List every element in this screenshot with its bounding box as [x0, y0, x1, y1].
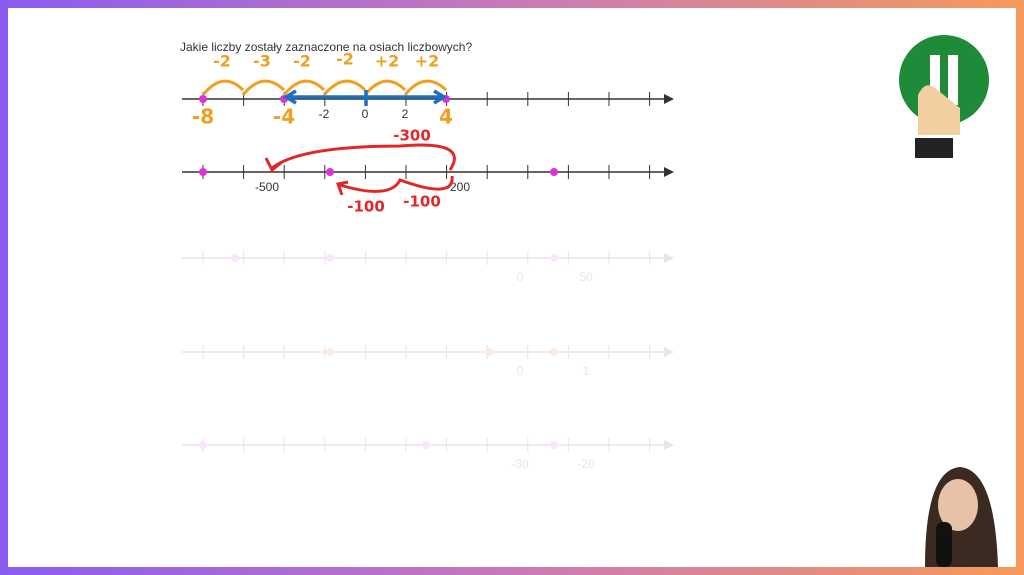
point [326, 168, 334, 176]
logo-cuff [915, 138, 953, 158]
note: -2 [293, 52, 311, 71]
note: +2 [415, 52, 440, 71]
tick-label: 0 [362, 107, 369, 121]
note: -2 [213, 52, 231, 71]
logo-hand [918, 85, 960, 135]
point [199, 168, 207, 176]
tick-label: -20 [577, 457, 595, 471]
logo-bar [948, 55, 958, 105]
tick-label: 0 [517, 270, 524, 284]
note: -100 [347, 198, 385, 216]
note: +2 [375, 52, 400, 71]
number-line: -2 0 2 [182, 92, 674, 121]
number-line: -30 -20 [182, 438, 674, 471]
tick-label: 1 [583, 364, 590, 378]
axis-arrow [664, 347, 674, 357]
webcam [925, 467, 998, 567]
note: -300 [393, 127, 431, 145]
tick-label: 0 [517, 364, 524, 378]
note: -8 [192, 105, 214, 129]
point [326, 348, 334, 356]
point [231, 254, 239, 262]
question: Jakie liczby zostały zaznaczone na osiac… [180, 40, 472, 54]
point [550, 441, 558, 449]
point [485, 348, 493, 356]
number-line: 0 50 [182, 251, 674, 284]
note: -2 [336, 50, 354, 69]
jump-arcs [201, 79, 448, 96]
point [550, 348, 558, 356]
axis-arrow [664, 253, 674, 263]
axis-arrow [664, 167, 674, 177]
whiteboard: Jakie liczby zostały zaznaczone na osiac… [8, 8, 1016, 567]
note: -100 [403, 193, 441, 211]
point [326, 254, 334, 262]
tick-label: -2 [319, 107, 330, 121]
number-line: -500 -200 [182, 165, 674, 194]
tick-label: 2 [402, 107, 409, 121]
note: 4 [439, 105, 453, 129]
axis-arrow [664, 94, 674, 104]
point [422, 441, 430, 449]
tick-label: 50 [579, 270, 593, 284]
tick-label: -500 [255, 180, 279, 194]
point [199, 441, 207, 449]
note: -4 [273, 105, 295, 129]
note: -3 [253, 52, 271, 71]
point [550, 254, 558, 262]
point [550, 168, 558, 176]
axis-arrow [664, 440, 674, 450]
tick-label: -30 [511, 457, 529, 471]
point [199, 95, 207, 103]
span-arrow [282, 89, 448, 106]
jump-arcs [264, 143, 456, 196]
logo-bar [930, 55, 940, 105]
